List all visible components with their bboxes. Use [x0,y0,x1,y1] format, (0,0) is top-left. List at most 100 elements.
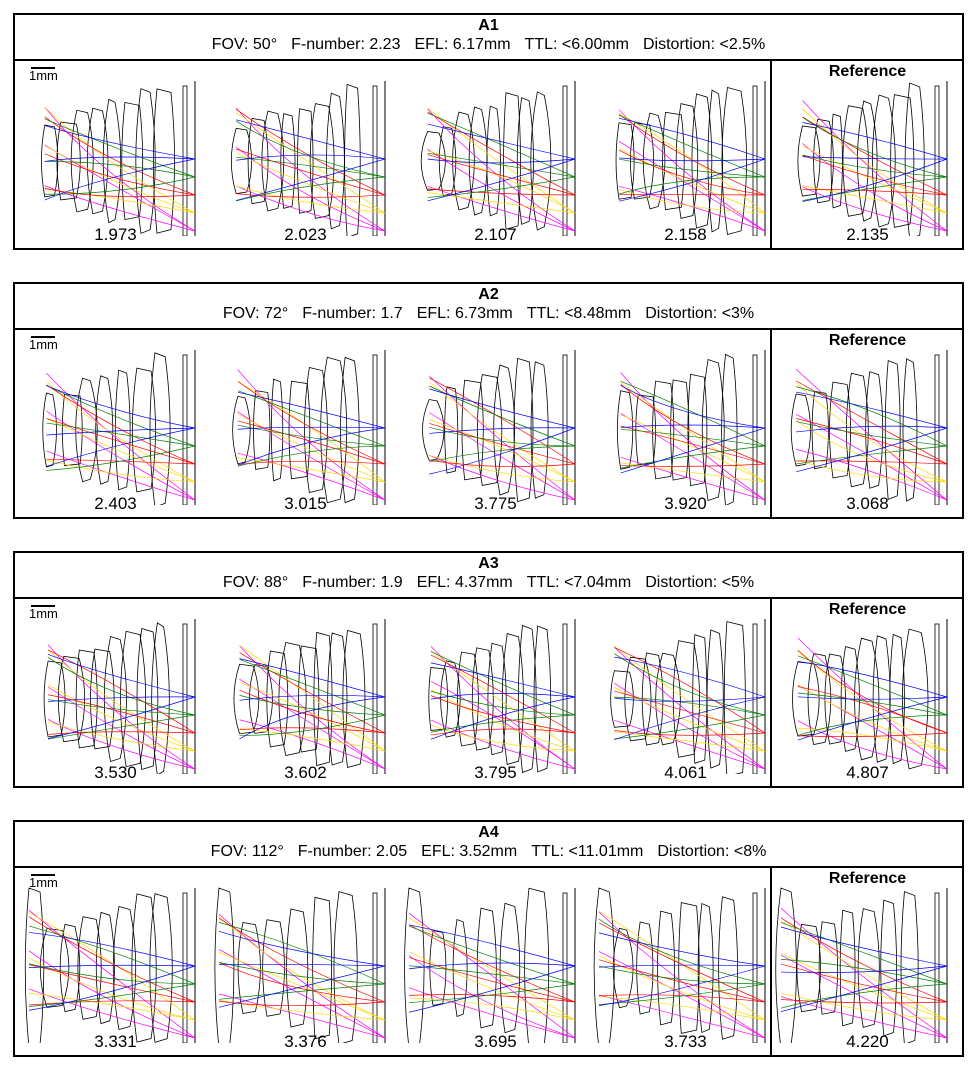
ray-trace [237,452,386,501]
ray-trace [237,420,386,465]
ray-trace [237,445,386,467]
generated-design-4: 3.920 [593,330,778,517]
scale-bar-label: 1mm [29,606,58,621]
ray-trace [46,385,196,429]
ray-trace [218,931,386,967]
ray-trace [236,158,386,201]
filter-plate [934,892,940,1043]
lens-ray-diagram [792,619,948,774]
spec-fnum: F-number: 2.05 [297,843,408,860]
ray-trace [614,696,766,702]
spec-line: FOV: 112° F-number: 2.05 EFL: 3.52mm TTL: <… [15,842,962,862]
spec-efl: EFL: 3.52mm [421,843,518,860]
lens-element [233,663,260,735]
ray-trace [237,457,386,483]
design-score: 4.220 [846,1032,889,1051]
spec-dist: Distortion: <8% [657,843,767,860]
ray-trace [239,652,386,734]
spec-fnum: F-number: 1.9 [302,574,403,591]
filter-plate [562,85,568,236]
reference-label: Reference [828,63,907,80]
lens-element [468,106,488,216]
spec-fnum: F-number: 1.7 [302,305,403,322]
ray-trace [28,964,196,968]
ray-trace [598,983,766,1005]
ray-trace [429,423,576,465]
ray-trace [239,714,386,737]
lens-element [340,356,360,504]
reference-label: Reference [828,601,907,618]
lens-element [829,381,851,479]
lens-element [75,377,98,483]
ray-trace [239,727,386,734]
ray-trace [620,413,766,501]
ray-trace [47,657,196,716]
lens-ray-diagram [797,81,948,236]
lens-element [333,891,358,1043]
reference-divider [770,868,772,1055]
lens-element [77,916,102,1020]
ray-trace [237,427,386,466]
lens-element [344,83,361,236]
ray-trace [598,922,766,1003]
generated-design-1: 3.331 [23,868,208,1055]
design-score: 3.331 [94,1032,137,1051]
generated-design-4: 3.733 [593,868,778,1055]
ray-trace [44,118,196,178]
ray-trace [28,925,196,985]
lens-ray-diagram [420,81,576,236]
ray-trace [598,910,766,1021]
ray-trace [427,111,576,196]
lens-element [327,632,348,766]
ray-trace [429,381,576,483]
generated-design-3: 3.795 [403,599,588,786]
lens-element [857,100,878,222]
lens-element [517,624,537,774]
ray-trace [237,411,386,501]
lens-element [655,652,681,746]
lens-element [701,358,725,502]
filter-plate [372,354,378,505]
ray-trace [780,996,948,1039]
ray-trace [430,651,576,716]
ray-trace [618,158,766,178]
generated-design-3: 3.775 [403,330,588,517]
ray-trace [427,123,576,160]
ray-trace [614,646,766,770]
lens-ray-diagram [790,350,948,505]
ray-trace [796,391,948,429]
lens-element [121,102,144,220]
lens-element [513,357,534,503]
ray-trace [239,728,386,752]
lens-element [902,358,918,502]
ray-trace [802,185,948,214]
lens-element [610,670,634,728]
ray-trace [427,192,576,214]
reference-divider [770,330,772,517]
lens-element [718,896,738,1040]
ray-trace [48,721,196,752]
ray-trace [236,185,386,232]
lens-element [457,651,479,747]
design-score: 3.920 [664,494,707,513]
spec-line: FOV: 72° F-number: 1.7 EFL: 6.73mm TTL: <8.… [15,304,962,324]
ray-trace [47,654,196,698]
ray-trace [780,922,948,985]
ray-trace [598,964,766,968]
filter-plate [752,892,758,1043]
ray-trace [618,113,766,214]
ray-trace [796,386,948,447]
ray-trace [408,925,576,985]
ray-trace [429,375,576,501]
ray-trace [780,954,948,1039]
ray-trace [430,714,576,733]
lens-element [854,637,880,761]
ray-trace [797,655,948,716]
ray-trace [620,424,766,429]
ray-trace [429,459,576,467]
ray-trace [614,690,766,734]
ray-trace [614,687,766,752]
lens-element [326,92,345,230]
ray-trace [619,193,766,196]
design-panel-a1: A1 FOV: 50° F-number: 2.23 EFL: 6.17mm TTL: … [13,13,964,250]
